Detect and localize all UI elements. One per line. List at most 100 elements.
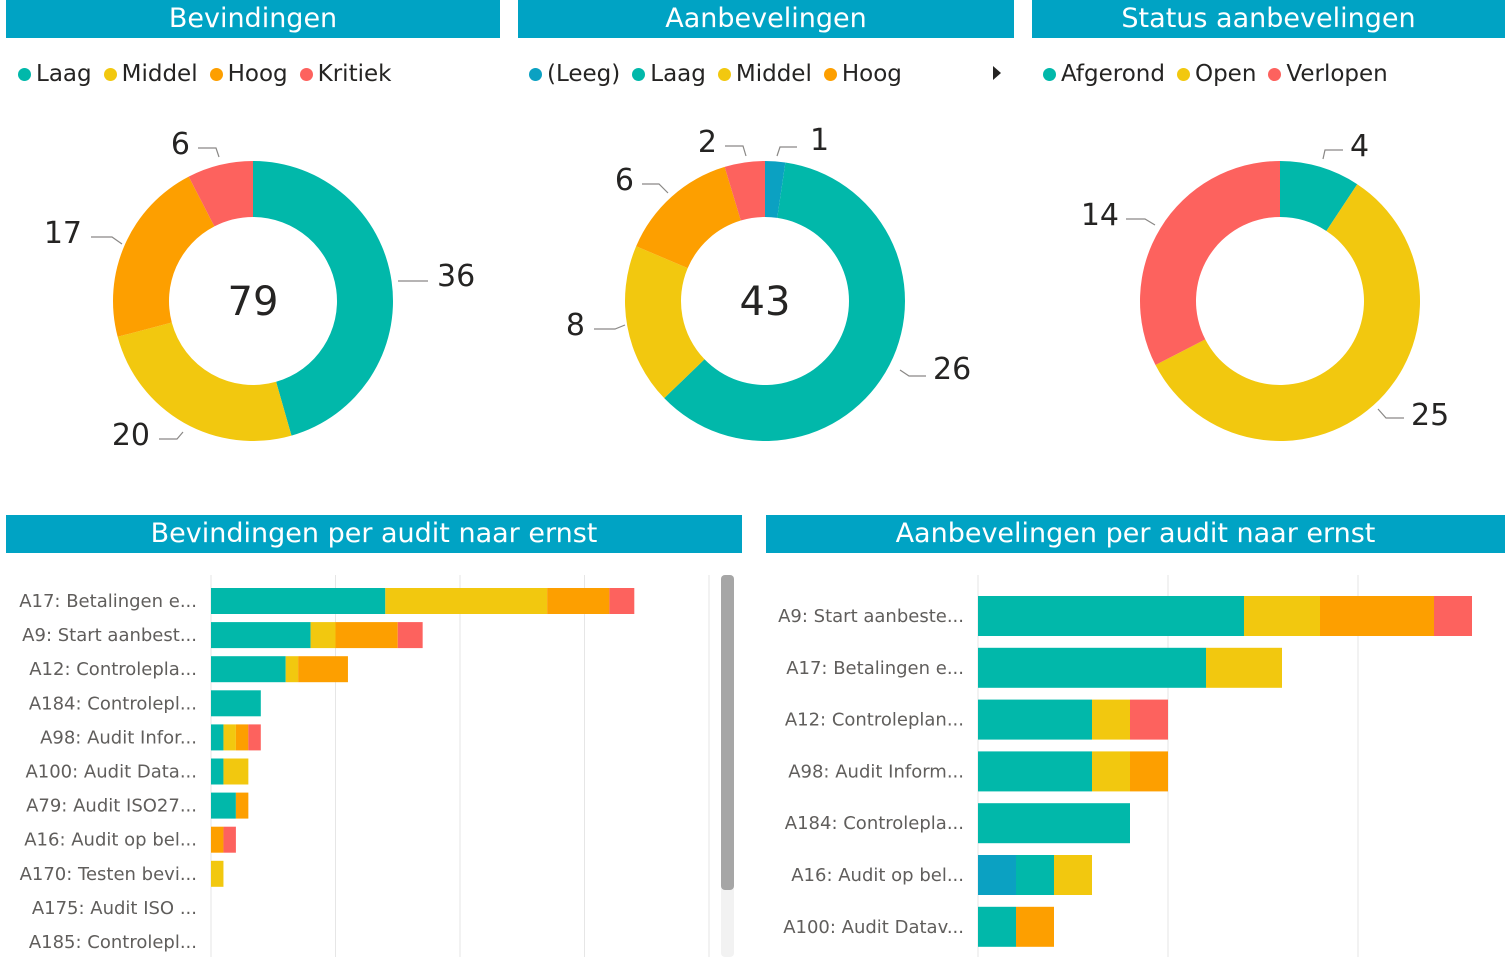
legend-dot-icon <box>1176 67 1190 81</box>
bar-segment-middel[interactable] <box>1244 596 1320 636</box>
bar-segment-middel[interactable] <box>1092 751 1130 792</box>
donut-slice-afgerond[interactable] <box>1280 161 1358 231</box>
donut-slice-middel[interactable] <box>625 246 705 399</box>
bar-segment-laag[interactable] <box>211 792 236 819</box>
bar-segment-laag[interactable] <box>978 751 1092 792</box>
legend-label: Kritiek <box>317 61 392 87</box>
legend-item-middel[interactable]: Middel <box>103 61 198 87</box>
bar-segment-laag[interactable] <box>211 758 224 785</box>
aanbevelingen-title: Aanbevelingen <box>518 0 1014 38</box>
bar-segment-middel[interactable] <box>1092 699 1130 740</box>
category-label: A185: Controlepl... <box>29 932 197 953</box>
category-label: A100: Audit Data... <box>25 762 197 783</box>
bev-per-audit-title: Bevindingen per audit naar ernst <box>6 515 742 553</box>
bar-segment-hoog[interactable] <box>1130 751 1168 792</box>
bar-segment-middel[interactable] <box>310 622 336 649</box>
bar-segment-laag[interactable] <box>211 622 311 649</box>
bar-segment-laag[interactable] <box>211 690 261 717</box>
bevindingen-title: Bevindingen <box>6 0 500 38</box>
legend-label: Verlopen <box>1286 61 1388 87</box>
bar-segment-hoog[interactable] <box>335 622 398 649</box>
bar-segment-middel[interactable] <box>223 724 236 751</box>
category-label: A12: Controleplan... <box>785 710 964 731</box>
legend-dot-icon <box>717 67 731 81</box>
leader-line <box>594 324 626 330</box>
legend-item-hoog[interactable]: Hoog <box>209 61 288 87</box>
category-label: A184: Controlepl... <box>29 693 197 714</box>
donut-slice-open[interactable] <box>1155 184 1420 441</box>
legend-bevindingen: Laag Middel Hoog Kritiek <box>18 58 403 90</box>
donut-slice-kritiek[interactable] <box>724 161 765 221</box>
status-title: Status aanbevelingen <box>1032 0 1505 38</box>
legend-item-leeg[interactable]: (Leeg) <box>529 61 620 87</box>
bar-segment-kritiek[interactable] <box>248 724 261 751</box>
legend-item-verlopen[interactable]: Verlopen <box>1268 61 1388 87</box>
bar-segment-hoog[interactable] <box>235 792 249 819</box>
legend-dot-icon <box>632 67 646 81</box>
scrollbar-thumb[interactable] <box>721 575 734 890</box>
bar-segment-middel[interactable] <box>1206 647 1282 688</box>
legend-item-afgerond[interactable]: Afgerond <box>1043 61 1165 87</box>
donut-slice-laag[interactable] <box>253 161 393 436</box>
bar-segment-middel[interactable] <box>211 860 224 887</box>
legend-item-laag[interactable]: Laag <box>632 61 706 87</box>
donut-total: 43 <box>740 279 791 325</box>
legend-next-arrow-icon[interactable] <box>993 66 1001 80</box>
donut-slice-middel[interactable] <box>117 322 292 441</box>
donut-slice-hoog[interactable] <box>636 166 741 269</box>
data-label-hoog: 17 <box>44 216 82 251</box>
donut-slice-kritiek[interactable] <box>188 161 253 227</box>
bar-segment-hoog[interactable] <box>547 588 610 614</box>
legend-label: Afgerond <box>1061 61 1165 87</box>
legend-dot-icon <box>1043 67 1056 81</box>
donut-status: 4 25 14 <box>1081 129 1449 441</box>
data-label-open: 25 <box>1411 398 1449 433</box>
bar-segment-laag[interactable] <box>978 647 1206 688</box>
bar-segment-leeg[interactable] <box>978 855 1016 895</box>
category-label: A9: Start aanbeste... <box>778 606 964 627</box>
bar-segment-laag[interactable] <box>1016 855 1054 895</box>
bar-segment-middel[interactable] <box>385 588 548 614</box>
bar-segment-middel[interactable] <box>285 656 299 683</box>
donut-aanbevelingen: 1 26 8 6 2 43 <box>566 123 971 442</box>
donut-slice-verlopen[interactable] <box>1140 161 1280 366</box>
legend-item-hoog[interactable]: Hoog <box>823 61 902 87</box>
bar-segment-laag[interactable] <box>978 699 1092 740</box>
data-label-verlopen: 14 <box>1081 198 1119 233</box>
bar-segment-hoog[interactable] <box>1320 596 1434 636</box>
bar-segment-kritiek[interactable] <box>1434 596 1472 636</box>
legend-label: Middel <box>121 61 198 87</box>
legend-item-open[interactable]: Open <box>1176 61 1257 87</box>
bar-segment-laag[interactable] <box>978 596 1244 636</box>
donut-slice-laag[interactable] <box>664 162 905 442</box>
category-label: A170: Testen bevi... <box>20 864 197 885</box>
donut-slice-leeg[interactable] <box>765 161 786 218</box>
bar-segment-hoog[interactable] <box>1016 906 1054 947</box>
bar-segment-hoog[interactable] <box>298 656 348 683</box>
legend-aanbevelingen: (Leeg) Laag Middel Hoog <box>529 58 914 90</box>
bar-segment-hoog[interactable] <box>211 826 224 853</box>
bar-segment-laag[interactable] <box>978 906 1016 947</box>
legend-item-kritiek[interactable]: Kritiek <box>299 61 392 87</box>
bar-segment-kritiek[interactable] <box>397 622 423 649</box>
bar-segment-middel[interactable] <box>1054 855 1092 895</box>
category-label: A184: Controlepla... <box>785 813 964 834</box>
bar-segment-laag[interactable] <box>211 656 286 683</box>
legend-item-middel[interactable]: Middel <box>717 61 812 87</box>
bar-segment-laag[interactable] <box>211 724 224 751</box>
donut-slice-hoog[interactable] <box>113 176 215 337</box>
bar-segment-kritiek[interactable] <box>1130 699 1168 740</box>
data-label-leeg: 1 <box>810 123 829 158</box>
aanb-per-audit-title: Aanbevelingen per audit naar ernst <box>766 515 1505 553</box>
bar-segment-hoog[interactable] <box>235 724 249 751</box>
legend-dot-icon <box>18 67 31 81</box>
legend-label: Open <box>1194 61 1257 87</box>
bar-segment-laag[interactable] <box>211 588 386 614</box>
bar-segment-middel[interactable] <box>223 758 249 785</box>
bar-segment-kritiek[interactable] <box>223 826 236 853</box>
bar-segment-laag[interactable] <box>978 803 1130 844</box>
bar-segment-kritiek[interactable] <box>609 588 635 614</box>
legend-item-laag[interactable]: Laag <box>18 61 92 87</box>
data-label-middel: 8 <box>566 308 585 343</box>
donut-total: 79 <box>228 279 279 325</box>
